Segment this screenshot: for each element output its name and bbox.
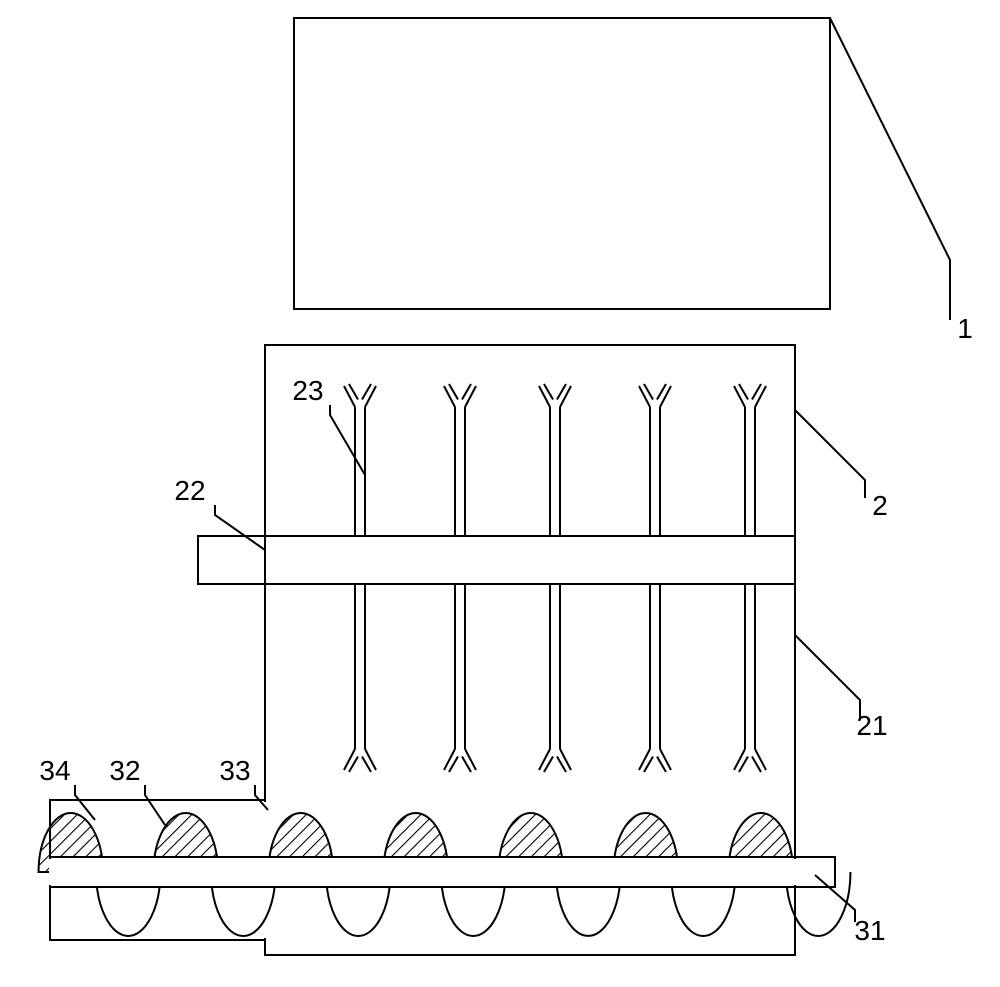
leader-line (145, 785, 165, 825)
label-text: 21 (856, 710, 887, 741)
leader-line (830, 18, 950, 320)
shaft-wall-mask-left (49, 859, 53, 885)
label-text: 23 (292, 375, 323, 406)
label-text: 2 (872, 490, 888, 521)
label-32: 32 (109, 755, 165, 825)
leader-line (255, 785, 268, 810)
label-text: 31 (854, 915, 885, 946)
leader-line (795, 410, 865, 498)
label-text: 32 (109, 755, 140, 786)
label-text: 22 (174, 475, 205, 506)
cross-shaft (198, 536, 795, 584)
label-text: 33 (219, 755, 250, 786)
label-2: 2 (795, 410, 888, 521)
leader-line (330, 405, 365, 475)
label-text: 34 (39, 755, 70, 786)
label-1: 1 (830, 18, 973, 344)
auger-shaft (50, 857, 835, 887)
hopper-body (294, 18, 830, 309)
label-21: 21 (795, 635, 888, 741)
label-34: 34 (39, 755, 95, 820)
label-text: 1 (957, 313, 973, 344)
leader-line (795, 635, 860, 718)
shaft-wall-mask (794, 859, 798, 885)
label-33: 33 (219, 755, 268, 810)
